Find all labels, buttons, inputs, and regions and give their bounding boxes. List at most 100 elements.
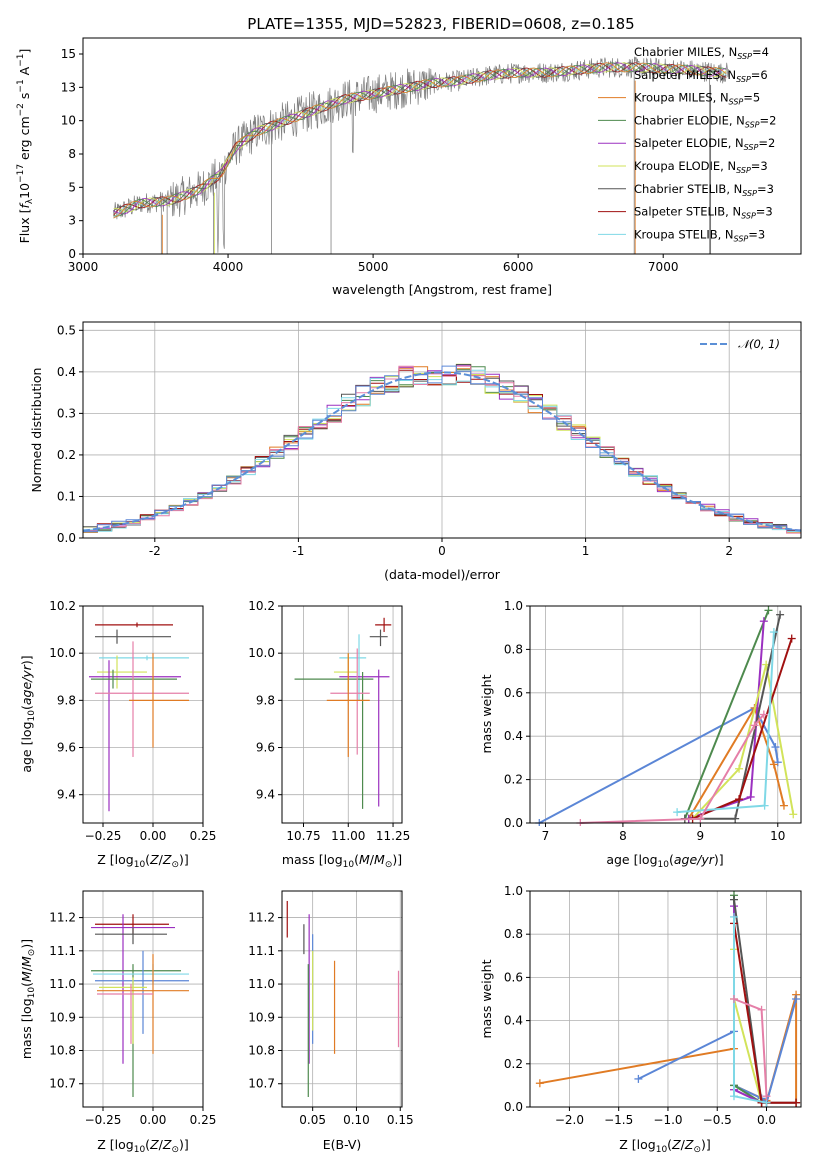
y-tick-label: 9.4	[57, 788, 76, 802]
y-tick-label: 0.4	[504, 729, 523, 743]
x-tick-label: 2	[725, 544, 733, 558]
y-tick-label: 0	[68, 247, 76, 261]
x-tick-label: 0.05	[299, 1113, 326, 1127]
y-tick-label: 10.7	[248, 1077, 275, 1091]
spectrum-panel: 3000 4000 5000 6000 7000 0 3 5 8 10 13 15 Chabrier M…	[16, 37, 802, 297]
hist-lines	[83, 363, 801, 536]
y-tick-label: 10.0	[248, 646, 275, 660]
axes-frame	[82, 37, 802, 255]
y-tick-label: 0.2	[504, 1057, 523, 1071]
x-tick-label: -1	[292, 544, 304, 558]
y-tick-label: 9.4	[256, 788, 275, 802]
massweight_vs_age-panel: 7 8 9 10 0.0 0.2 0.4 0.6 0.8 1.0 age [log10(age/yr…	[479, 599, 802, 870]
y-tick-label: 0.5	[57, 323, 76, 337]
y-axis-label: mass [log10(M/M⊙)]	[19, 939, 37, 1059]
x-tick-label: −1.0	[653, 1113, 682, 1127]
y-tick-label: 9.8	[256, 693, 275, 707]
legend-entry: Salpeter MILES, NSSP=6	[634, 68, 768, 84]
axes-frame	[281, 605, 403, 824]
x-tick-label: 0.10	[343, 1113, 370, 1127]
mass_vs_ebv-panel: 0.05 0.10 0.15 10.7 10.8 10.9 11.0 11.1 11.2 E(B-…	[248, 890, 414, 1152]
axes-frame	[529, 890, 802, 1108]
legend-entry: Chabrier MILES, NSSP=4	[634, 45, 769, 61]
axes-frame	[281, 890, 403, 1108]
errorbar-group	[91, 914, 189, 1098]
legend-entry: Chabrier ELODIE, NSSP=2	[634, 113, 776, 129]
x-tick-label: −1.5	[604, 1113, 633, 1127]
y-tick-label: 10.9	[49, 1010, 76, 1024]
x-axis-label: E(B-V)	[323, 1137, 362, 1152]
line-group	[535, 891, 801, 1107]
spectrum-model-line	[113, 62, 727, 217]
y-tick-label: 9.6	[256, 741, 275, 755]
y-tick-label: 5	[68, 180, 76, 194]
series-line	[687, 705, 785, 820]
x-tick-label: 7	[542, 829, 550, 843]
y-tick-label: 11.1	[49, 944, 76, 958]
hist-step-line	[83, 365, 801, 533]
y-axis-label: mass weight	[479, 959, 494, 1038]
y-tick-label: 11.0	[248, 977, 275, 991]
x-tick-label: −0.25	[85, 1113, 122, 1127]
x-tick-label: 10	[770, 829, 785, 843]
y-tick-label: 0.8	[504, 642, 523, 656]
legend-entry: 𝒩(0, 1)	[738, 337, 780, 351]
y-tick-label: 9.6	[57, 741, 76, 755]
x-tick-label: 9	[697, 829, 705, 843]
x-tick-label: −0.25	[85, 829, 122, 843]
massweight_vs_Z-panel: −2.0 −1.5 −1.0 −0.5 0.0 0.0 0.2 0.4 0.6 0.8 1.0 Z […	[479, 884, 802, 1155]
x-tick-label: −2.0	[555, 1113, 584, 1127]
series-line	[580, 713, 765, 824]
series-line	[637, 998, 798, 1105]
x-tick-label: −0.5	[703, 1113, 732, 1127]
x-axis-label: Z [log10(Z/Z⊙)]	[619, 1137, 711, 1155]
axes-frame	[529, 605, 802, 824]
y-tick-label: 0.4	[504, 1014, 523, 1028]
x-axis-label: Z [log10(Z/Z⊙)]	[97, 1137, 189, 1155]
y-tick-label: 0.6	[504, 970, 523, 984]
y-tick-label: 9.8	[57, 693, 76, 707]
x-tick-label: 0.00	[140, 829, 167, 843]
x-tick-label: 0.15	[387, 1113, 414, 1127]
x-axis-label: wavelength [Angstrom, rest frame]	[332, 282, 552, 297]
errorbar-group	[294, 617, 392, 809]
x-tick-label: 0.00	[140, 1113, 167, 1127]
mass_vs_Z-panel: −0.25 0.00 0.25 10.7 10.8 10.9 11.0 11.1 11.2 Z […	[19, 890, 217, 1155]
y-tick-label: 11.2	[49, 911, 76, 925]
spectrum-model-line	[113, 62, 727, 215]
legend-entry: Kroupa STELIB, NSSP=3	[634, 227, 765, 243]
x-tick-label: 5000	[358, 260, 389, 274]
x-axis-label: (data-model)/error	[384, 567, 501, 582]
y-tick-label: 0.2	[57, 448, 76, 462]
y-tick-label: 10.8	[248, 1044, 275, 1058]
x-tick-label: 0.0	[757, 1113, 776, 1127]
spectrum-data-line	[113, 56, 729, 253]
age_vs_mass-panel: 10.75 11.00 11.25 9.4 9.6 9.8 10.0 10.2 mass [lo…	[248, 599, 410, 870]
axes-frame	[82, 605, 204, 824]
x-tick-label: 3000	[68, 260, 99, 274]
series-line	[683, 609, 770, 820]
x-axis-label: age [log10(age/yr)]	[606, 852, 723, 870]
y-tick-label: 13	[61, 80, 76, 94]
y-tick-label: 10.0	[49, 646, 76, 660]
y-axis-label: age [log10(age/yr)]	[19, 655, 37, 772]
x-tick-label: 0.25	[190, 829, 217, 843]
y-tick-label: 10	[61, 114, 76, 128]
y-tick-label: 0.6	[504, 686, 523, 700]
legend-entry: Salpeter ELODIE, NSSP=2	[634, 136, 775, 152]
x-tick-label: 0.25	[190, 1113, 217, 1127]
y-tick-label: 3	[68, 214, 76, 228]
y-tick-label: 8	[68, 147, 76, 161]
x-tick-label: 11.25	[376, 829, 410, 843]
y-tick-label: 1.0	[504, 599, 523, 613]
spectrum-model-line	[113, 62, 727, 219]
axes-frame	[82, 321, 802, 539]
y-tick-label: 10.7	[49, 1077, 76, 1091]
series-line	[691, 664, 795, 820]
y-tick-label: 0.4	[57, 365, 76, 379]
y-tick-label: 15	[61, 47, 76, 61]
y-tick-label: 1.0	[504, 884, 523, 898]
y-tick-label: 0.0	[504, 1100, 523, 1114]
x-tick-label: 0	[438, 544, 446, 558]
x-tick-label: 10.75	[286, 829, 320, 843]
